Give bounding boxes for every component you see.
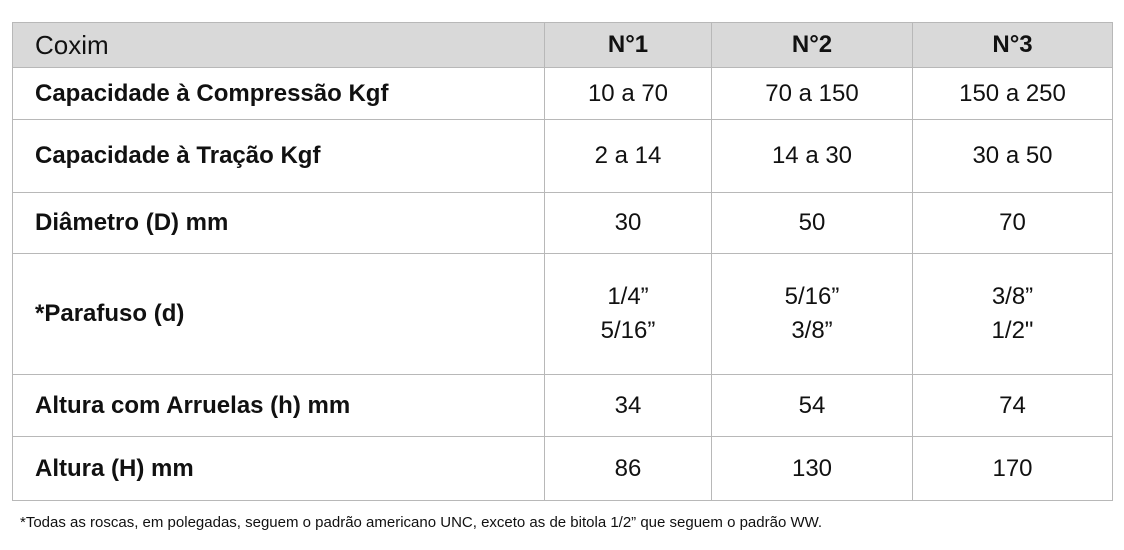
header-cell: N°3 [913, 22, 1113, 68]
table-cell: 5/16” 3/8” [712, 254, 913, 375]
footnote: *Todas as roscas, em polegadas, seguem o… [20, 514, 823, 531]
header-cell: Coxim [12, 22, 545, 68]
table-cell: Altura com Arruelas (h) mm [12, 375, 545, 437]
table-cell: 30 [545, 193, 712, 254]
header-cell: N°2 [712, 22, 913, 68]
cell-line: 5/16” [600, 317, 656, 344]
cell-line: 1/4” [607, 283, 649, 310]
table-cell: 50 [712, 193, 913, 254]
table-cell: Altura (H) mm [12, 437, 545, 501]
table-cell: 34 [545, 375, 712, 437]
table-cell: 10 a 70 [545, 68, 712, 120]
table-cell: 54 [712, 375, 913, 437]
table-cell: Capacidade à Compressão Kgf [12, 68, 545, 120]
table-cell: 14 a 30 [712, 120, 913, 193]
cell-line: 3/8” [991, 283, 1034, 310]
table-cell: 70 a 150 [712, 68, 913, 120]
table-cell: 2 a 14 [545, 120, 712, 193]
table-cell: 150 a 250 [913, 68, 1113, 120]
table-cell: Diâmetro (D) mm [12, 193, 545, 254]
header-cell: N°1 [545, 22, 712, 68]
cell-line: 5/16” [784, 283, 840, 310]
table-cell: 30 a 50 [913, 120, 1113, 193]
cell-line: 1/2" [991, 317, 1034, 344]
table-cell: Capacidade à Tração Kgf [12, 120, 545, 193]
table-cell: 1/4” 5/16” [545, 254, 712, 375]
table-cell: 74 [913, 375, 1113, 437]
table-cell: 70 [913, 193, 1113, 254]
table-cell: 86 [545, 437, 712, 501]
table-cell: 170 [913, 437, 1113, 501]
table-cell: *Parafuso (d) [12, 254, 545, 375]
table-cell: 130 [712, 437, 913, 501]
cell-line: 3/8” [791, 317, 833, 344]
table-cell: 3/8” 1/2" [913, 254, 1113, 375]
